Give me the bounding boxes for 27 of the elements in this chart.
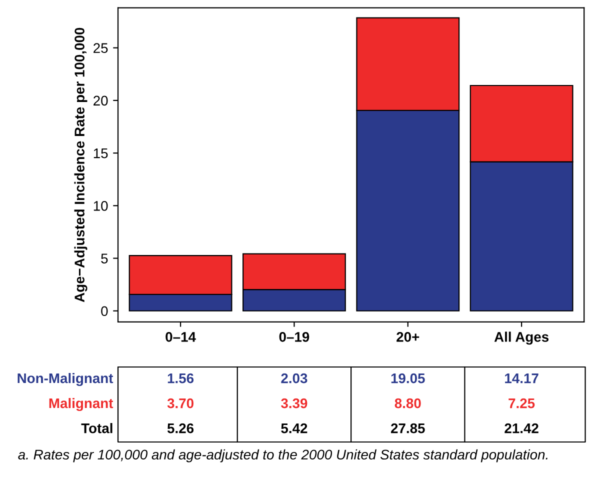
text: 21.42 bbox=[504, 423, 538, 434]
data-label: 7.25 bbox=[508, 398, 535, 408]
x-tick-label: 0–14 bbox=[166, 332, 196, 342]
y-tick-label: 20 bbox=[94, 96, 108, 106]
y-tick-label: 15 bbox=[94, 148, 108, 158]
data-label: 3.39 bbox=[281, 398, 308, 408]
text: 5.42 bbox=[281, 423, 308, 434]
x-tick-label: All Ages bbox=[494, 332, 549, 345]
y-tick-label: 25 bbox=[94, 43, 108, 53]
text: a. Rates per 100,000 and age-adjusted to the 2000 United States standard population. bbox=[18, 449, 548, 462]
data-label: 14.17 bbox=[505, 374, 538, 384]
text: 5.26 bbox=[167, 423, 194, 434]
y-tick-label: 10 bbox=[94, 200, 108, 211]
x-tick-label: 0–19 bbox=[279, 332, 310, 342]
data-label: 3.70 bbox=[167, 398, 194, 408]
data-label: 8.80 bbox=[394, 398, 421, 408]
text: Malignant bbox=[49, 398, 114, 412]
y-axis-title: Age−Adjusted Incidence Rate per 100,000 bbox=[74, 28, 88, 302]
x-tick-label: 20+ bbox=[396, 332, 420, 342]
text: 27.85 bbox=[390, 423, 425, 434]
y-tick-label: 0 bbox=[101, 306, 108, 316]
text: Non-Malignant bbox=[18, 372, 114, 386]
y-tick-label: 5 bbox=[101, 254, 108, 264]
text: Total bbox=[81, 423, 112, 434]
data-label: 19.05 bbox=[391, 373, 425, 384]
data-label: 1.56 bbox=[168, 373, 194, 384]
data-label: 2.03 bbox=[281, 373, 308, 384]
